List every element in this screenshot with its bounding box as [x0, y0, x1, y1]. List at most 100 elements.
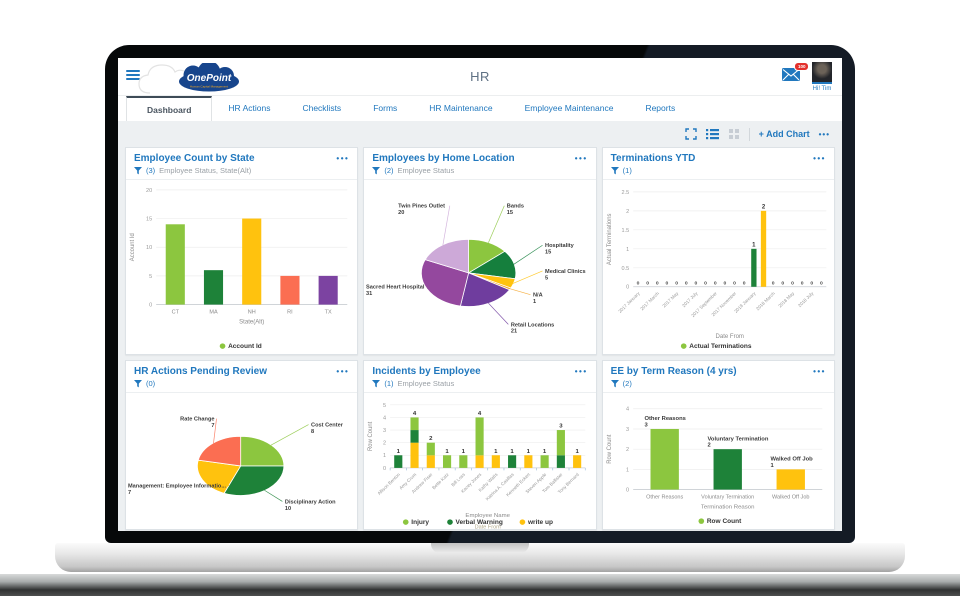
svg-text:0: 0	[733, 280, 736, 286]
tab-forms[interactable]: Forms	[373, 103, 398, 113]
grid-view-icon[interactable]	[728, 128, 740, 140]
svg-text:Katrina A. Casillas: Katrina A. Casillas	[485, 472, 516, 502]
filter-funnel-icon[interactable]	[372, 379, 381, 388]
svg-text:Walked Off Job: Walked Off Job	[770, 457, 813, 463]
panel-title: Employees by Home Location	[372, 153, 515, 164]
tab-hr-maintenance[interactable]: HR Maintenance	[429, 103, 493, 113]
svg-text:3: 3	[626, 427, 629, 433]
list-view-icon[interactable]	[705, 128, 719, 140]
svg-text:5: 5	[545, 275, 548, 281]
svg-text:Walked Off Job: Walked Off Job	[772, 494, 809, 500]
svg-text:0: 0	[149, 303, 152, 309]
svg-text:1: 1	[462, 449, 466, 455]
svg-text:RI: RI	[287, 310, 293, 316]
svg-text:15: 15	[545, 250, 551, 256]
svg-text:2017 May: 2017 May	[661, 290, 679, 308]
tab-hr-actions[interactable]: HR Actions	[228, 103, 271, 113]
svg-text:2: 2	[761, 204, 765, 210]
onepoint-cloud-logo: OnePoint Human Capital Management	[179, 63, 239, 92]
svg-text:2.5: 2.5	[621, 190, 629, 196]
svg-text:Cost Center: Cost Center	[311, 423, 344, 429]
svg-text:2: 2	[429, 436, 433, 442]
svg-text:Account Id: Account Id	[228, 343, 262, 350]
filter-count[interactable]: (0)	[146, 379, 156, 388]
panel-employees-by-home-location: Employees by Home Location ••• (2) Emplo…	[363, 147, 597, 355]
dashboard-toolbar: + Add Chart •••	[118, 121, 842, 147]
laptop-base-notch	[431, 543, 529, 553]
panel-title: Incidents by Employee	[372, 366, 481, 377]
svg-text:1: 1	[626, 247, 629, 253]
user-menu[interactable]: Hi! Tim	[812, 62, 832, 92]
svg-text:0: 0	[646, 280, 649, 286]
svg-text:1: 1	[397, 449, 401, 455]
svg-text:3: 3	[560, 424, 564, 430]
svg-text:2018 March: 2018 March	[755, 291, 776, 312]
svg-text:4: 4	[478, 411, 482, 417]
filter-funnel-icon[interactable]	[610, 379, 619, 388]
svg-text:2: 2	[707, 443, 710, 449]
svg-text:4: 4	[626, 407, 629, 413]
svg-text:Verbal Warning: Verbal Warning	[456, 519, 503, 526]
panel-menu-button[interactable]: •••	[813, 367, 826, 376]
filter-count[interactable]: (2)	[384, 166, 394, 175]
expand-icon[interactable]	[684, 128, 697, 140]
panel-menu-button[interactable]: •••	[336, 367, 350, 376]
page-title: HR	[470, 69, 490, 84]
filter-funnel-icon[interactable]	[372, 166, 381, 175]
svg-text:NH: NH	[248, 310, 256, 316]
svg-text:0: 0	[383, 466, 386, 472]
filter-funnel-icon[interactable]	[134, 166, 142, 175]
svg-text:10: 10	[285, 506, 291, 512]
panel-menu-button[interactable]: •••	[336, 154, 350, 163]
hamburger-menu-icon[interactable]	[126, 70, 140, 82]
svg-text:Employee Name: Employee Name	[466, 513, 511, 519]
bar-chart-terminations: 0 0.5 1 1.5 2 2.5 Actual Terminations 2017 Janu…	[607, 190, 826, 350]
svg-text:0: 0	[800, 280, 803, 286]
filter-count[interactable]: (1)	[622, 166, 632, 175]
filter-funnel-icon[interactable]	[134, 379, 142, 388]
notification-badge: 100	[794, 62, 809, 71]
svg-text:1.5: 1.5	[621, 228, 629, 234]
svg-text:Other Reasons: Other Reasons	[646, 494, 683, 500]
panel-title: Employee Count by State	[134, 153, 255, 164]
filter-count[interactable]: (3)	[146, 166, 156, 175]
bar-chart-employee-count: 0 5 10 15 20 Account Id CT MA NH RI TX State(Alt) Ac…	[130, 188, 348, 350]
svg-text:Actual Terminations: Actual Terminations	[607, 214, 613, 266]
svg-text:20: 20	[146, 188, 152, 194]
tab-checklists[interactable]: Checklists	[302, 103, 342, 113]
svg-text:Injury: Injury	[412, 519, 430, 526]
tab-reports[interactable]: Reports	[645, 103, 676, 113]
chart-grid: Employee Count by State ••• (3) Employee…	[118, 147, 842, 530]
filter-count[interactable]: (1)	[384, 379, 394, 388]
panel-incidents-by-employee: Incidents by Employee ••• (1) Employee S…	[363, 360, 597, 530]
svg-text:31: 31	[366, 291, 372, 297]
tab-bar: Dashboard HR Actions Checklists Forms HR…	[118, 96, 842, 121]
svg-text:0: 0	[665, 280, 668, 286]
svg-text:2: 2	[383, 441, 386, 447]
svg-text:0: 0	[781, 280, 784, 286]
panel-title: EE by Term Reason (4 yrs)	[610, 366, 737, 377]
svg-text:3: 3	[644, 423, 647, 429]
add-chart-button[interactable]: + Add Chart	[758, 129, 810, 139]
svg-text:0: 0	[704, 280, 707, 286]
toolbar-more-button[interactable]: •••	[818, 129, 830, 139]
svg-text:0: 0	[714, 280, 717, 286]
tab-dashboard[interactable]: Dashboard	[126, 96, 213, 121]
panel-menu-button[interactable]: •••	[574, 367, 588, 376]
svg-text:0: 0	[742, 280, 745, 286]
svg-text:N/A: N/A	[533, 293, 543, 299]
svg-text:Date From: Date From	[715, 334, 743, 340]
panel-menu-button[interactable]: •••	[813, 154, 826, 163]
tab-employee-maintenance[interactable]: Employee Maintenance	[524, 103, 614, 113]
svg-text:2018 May: 2018 May	[777, 290, 795, 308]
svg-text:0: 0	[626, 488, 629, 494]
svg-text:CT: CT	[172, 310, 180, 316]
svg-text:2: 2	[626, 447, 629, 453]
svg-text:0: 0	[791, 280, 794, 286]
filter-count[interactable]: (2)	[622, 379, 632, 388]
filter-funnel-icon[interactable]	[610, 166, 619, 175]
mail-icon[interactable]: 100	[782, 62, 809, 86]
panel-menu-button[interactable]: •••	[574, 154, 588, 163]
